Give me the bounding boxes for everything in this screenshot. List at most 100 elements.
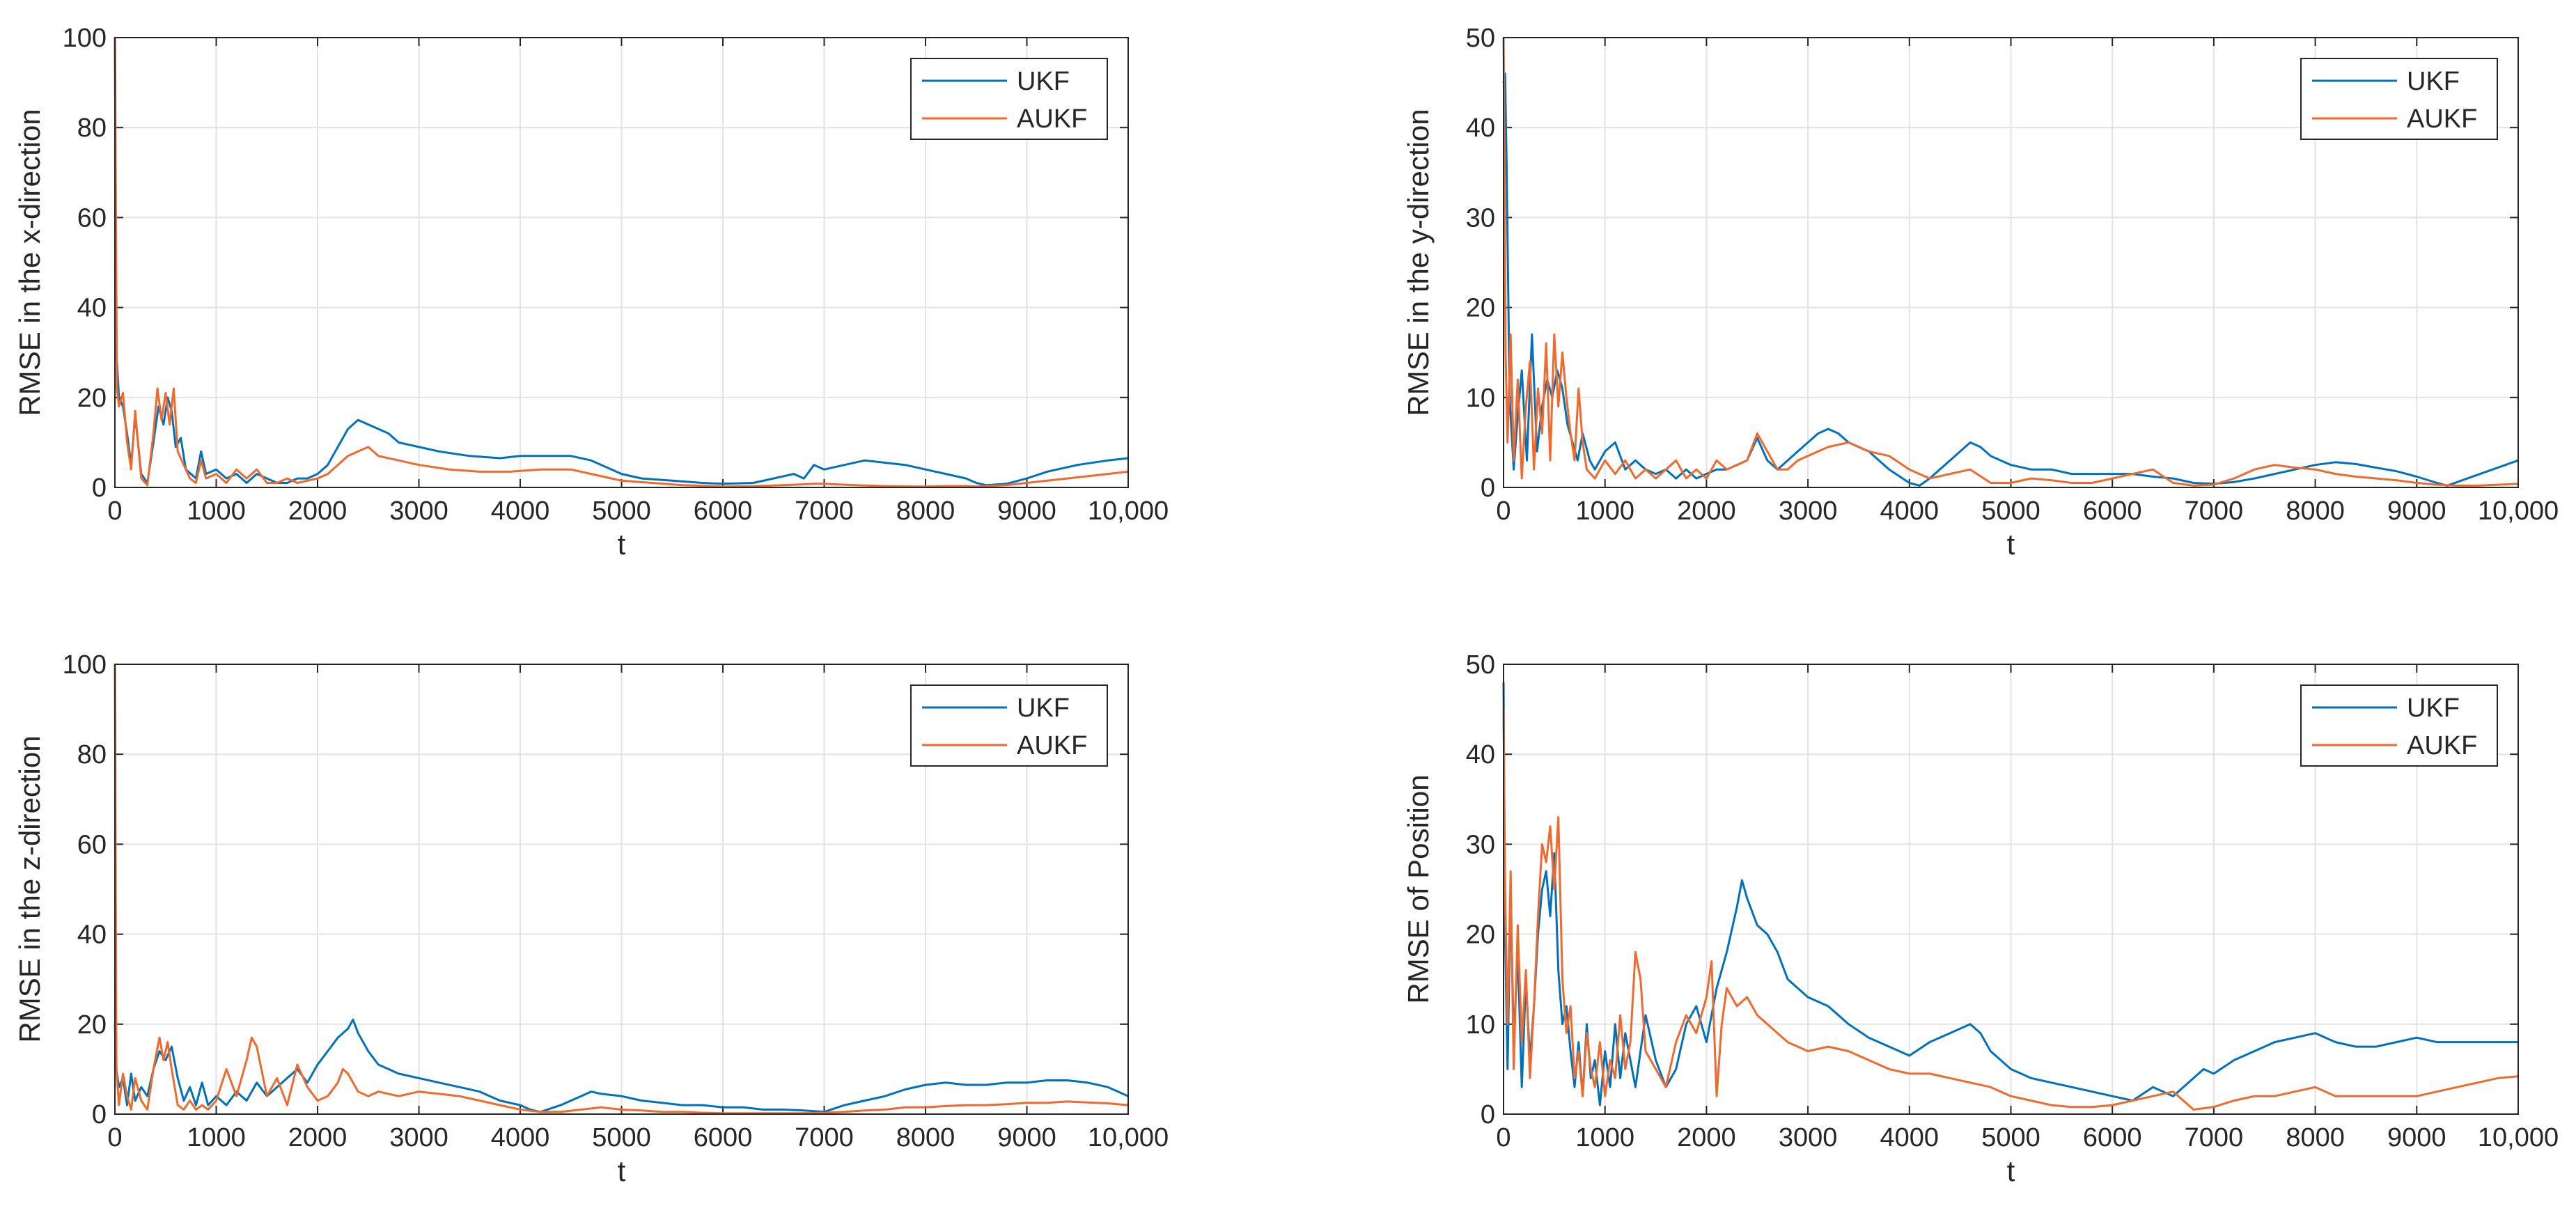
x-tick-label-pos: 7000 (2185, 1123, 2244, 1152)
grid-position (1504, 664, 2518, 1114)
x-tick-label-y: 5000 (1981, 496, 2040, 526)
x-tick-label-y: 1000 (1575, 496, 1634, 526)
x-axis-label-z: t (618, 1155, 626, 1187)
x-tick-label-pos: 2000 (1677, 1123, 1736, 1152)
x-axis-ticks-position: 0 1000 2000 3000 4000 5000 6000 7000 8000 9000 10,… (1496, 664, 2559, 1152)
x-tick-label-x: 7000 (795, 496, 854, 526)
x-tick-label-pos: 9000 (2387, 1123, 2446, 1152)
x-tick-label-x: 5000 (592, 496, 651, 526)
series-line-ukf-pos (1502, 682, 2518, 1106)
y-tick-label-x: 80 (77, 114, 107, 143)
x-tick-label-z: 8000 (896, 1123, 955, 1152)
y-tick-label-z: 60 (77, 830, 107, 859)
legend-y: UKF AUKF (2300, 58, 2498, 140)
x-tick-label-y: 2000 (1677, 496, 1736, 526)
x-tick-label-z: 3000 (389, 1123, 448, 1152)
legend-label-aukf-y: AUKF (2407, 104, 2477, 134)
panel-x-direction: 0 1000 2000 3000 4000 5000 6000 7000 8000 9000 10,… (13, 24, 1169, 561)
y-tick-label-pos: 30 (1466, 830, 1495, 859)
legend-label-ukf-y: UKF (2407, 67, 2460, 96)
axes-frame-z (114, 664, 1129, 1115)
x-tick-label-x: 0 (107, 496, 122, 526)
grid-z (115, 664, 1128, 1114)
series-line-aukf-pos (1502, 709, 2519, 1111)
y-tick-label-x: 100 (63, 24, 107, 53)
x-tick-label-y: 9000 (2387, 496, 2446, 526)
y-axis-ticks-y: 0 10 20 30 40 50 (1466, 24, 2518, 503)
legend-label-aukf-z: AUKF (1017, 731, 1087, 760)
y-tick-label-y: 20 (1466, 294, 1495, 323)
legend-box-z (910, 684, 1108, 767)
x-tick-label-pos: 10,000 (2478, 1123, 2559, 1152)
panel-z-direction: 0 1000 2000 3000 4000 5000 6000 7000 8000 9000 10,… (13, 650, 1169, 1187)
x-tick-label-x: 4000 (491, 496, 550, 526)
legend-label-ukf-position: UKF (2407, 694, 2460, 723)
x-tick-label-pos: 6000 (2083, 1123, 2142, 1152)
x-tick-label-pos: 5000 (1981, 1123, 2040, 1152)
legend-label-aukf-position: AUKF (2407, 731, 2477, 760)
y-axis-ticks-x: 0 20 40 60 80 100 (63, 24, 1128, 503)
y-tick-label-pos: 10 (1466, 1010, 1495, 1040)
x-tick-label-pos: 8000 (2286, 1123, 2345, 1152)
x-tick-label-z: 5000 (592, 1123, 651, 1152)
x-tick-label-x: 1000 (187, 496, 246, 526)
y-tick-label-z: 80 (77, 740, 107, 769)
y-tick-label-x: 40 (77, 294, 107, 323)
x-tick-label-z: 7000 (795, 1123, 854, 1152)
y-axis-label-z: RMSE in the z-direction (13, 735, 46, 1042)
x-tick-label-z: 10,000 (1088, 1123, 1169, 1152)
y-tick-label-y: 40 (1466, 114, 1495, 143)
axes-frame-y (1503, 37, 2519, 488)
y-tick-label-y: 10 (1466, 384, 1495, 413)
x-tick-label-z: 2000 (288, 1123, 348, 1152)
y-tick-label-z: 0 (92, 1100, 107, 1129)
y-tick-label-pos: 50 (1466, 650, 1495, 680)
x-tick-label-y: 0 (1496, 496, 1511, 526)
x-axis-ticks-x: 0 1000 2000 3000 4000 5000 6000 7000 8000 9000 10,… (107, 38, 1169, 526)
x-tick-label-y: 3000 (1779, 496, 1838, 526)
y-axis-label-x: RMSE in the x-direction (13, 109, 46, 416)
series-line-aukf-z (114, 664, 1129, 1115)
series-lines-z (114, 664, 1129, 1115)
panel-y-direction: 0 1000 2000 3000 4000 5000 6000 7000 8000 9000 10,… (1402, 24, 2559, 561)
y-tick-label-pos: 20 (1466, 921, 1495, 950)
y-tick-label-x: 20 (77, 384, 107, 413)
y-axis-label-y: RMSE in the y-direction (1402, 109, 1435, 416)
series-lines-position (1502, 682, 2519, 1111)
x-tick-label-z: 4000 (491, 1123, 550, 1152)
y-tick-label-pos: 40 (1466, 740, 1495, 769)
x-tick-label-z: 1000 (187, 1123, 246, 1152)
y-tick-label-y: 30 (1466, 203, 1495, 233)
x-tick-label-pos: 0 (1496, 1123, 1511, 1152)
x-tick-label-x: 10,000 (1088, 496, 1169, 526)
y-tick-label-z: 20 (77, 1010, 107, 1040)
x-tick-label-pos: 1000 (1575, 1123, 1634, 1152)
legend-label-ukf-z: UKF (1017, 694, 1070, 723)
series-line-aukf-x (114, 37, 1129, 488)
y-tick-label-z: 100 (63, 650, 107, 680)
x-tick-label-pos: 3000 (1779, 1123, 1838, 1152)
x-axis-label-y: t (2007, 528, 2015, 561)
y-tick-label-y: 0 (1481, 474, 1495, 503)
y-tick-label-x: 60 (77, 203, 107, 233)
legend-x: UKF AUKF (910, 58, 1108, 140)
y-tick-label-y: 50 (1466, 24, 1495, 53)
legend-position: UKF AUKF (2300, 684, 2498, 767)
legend-label-ukf-x: UKF (1017, 67, 1070, 96)
x-axis-ticks-z: 0 1000 2000 3000 4000 5000 6000 7000 8000 9000 10,… (107, 664, 1169, 1152)
axes-frame-position (1503, 664, 2519, 1115)
x-tick-label-x: 8000 (896, 496, 955, 526)
y-axis-label-position: RMSE of Position (1402, 774, 1435, 1003)
x-tick-label-x: 6000 (694, 496, 753, 526)
y-tick-label-pos: 0 (1481, 1100, 1495, 1129)
x-tick-label-z: 9000 (997, 1123, 1056, 1152)
legend-box-position (2300, 684, 2498, 767)
x-tick-label-x: 3000 (389, 496, 448, 526)
x-tick-label-x: 9000 (997, 496, 1056, 526)
y-tick-label-z: 40 (77, 921, 107, 950)
series-lines-x (114, 37, 1129, 488)
x-tick-label-z: 0 (107, 1123, 122, 1152)
axes-frame-x (114, 37, 1129, 488)
